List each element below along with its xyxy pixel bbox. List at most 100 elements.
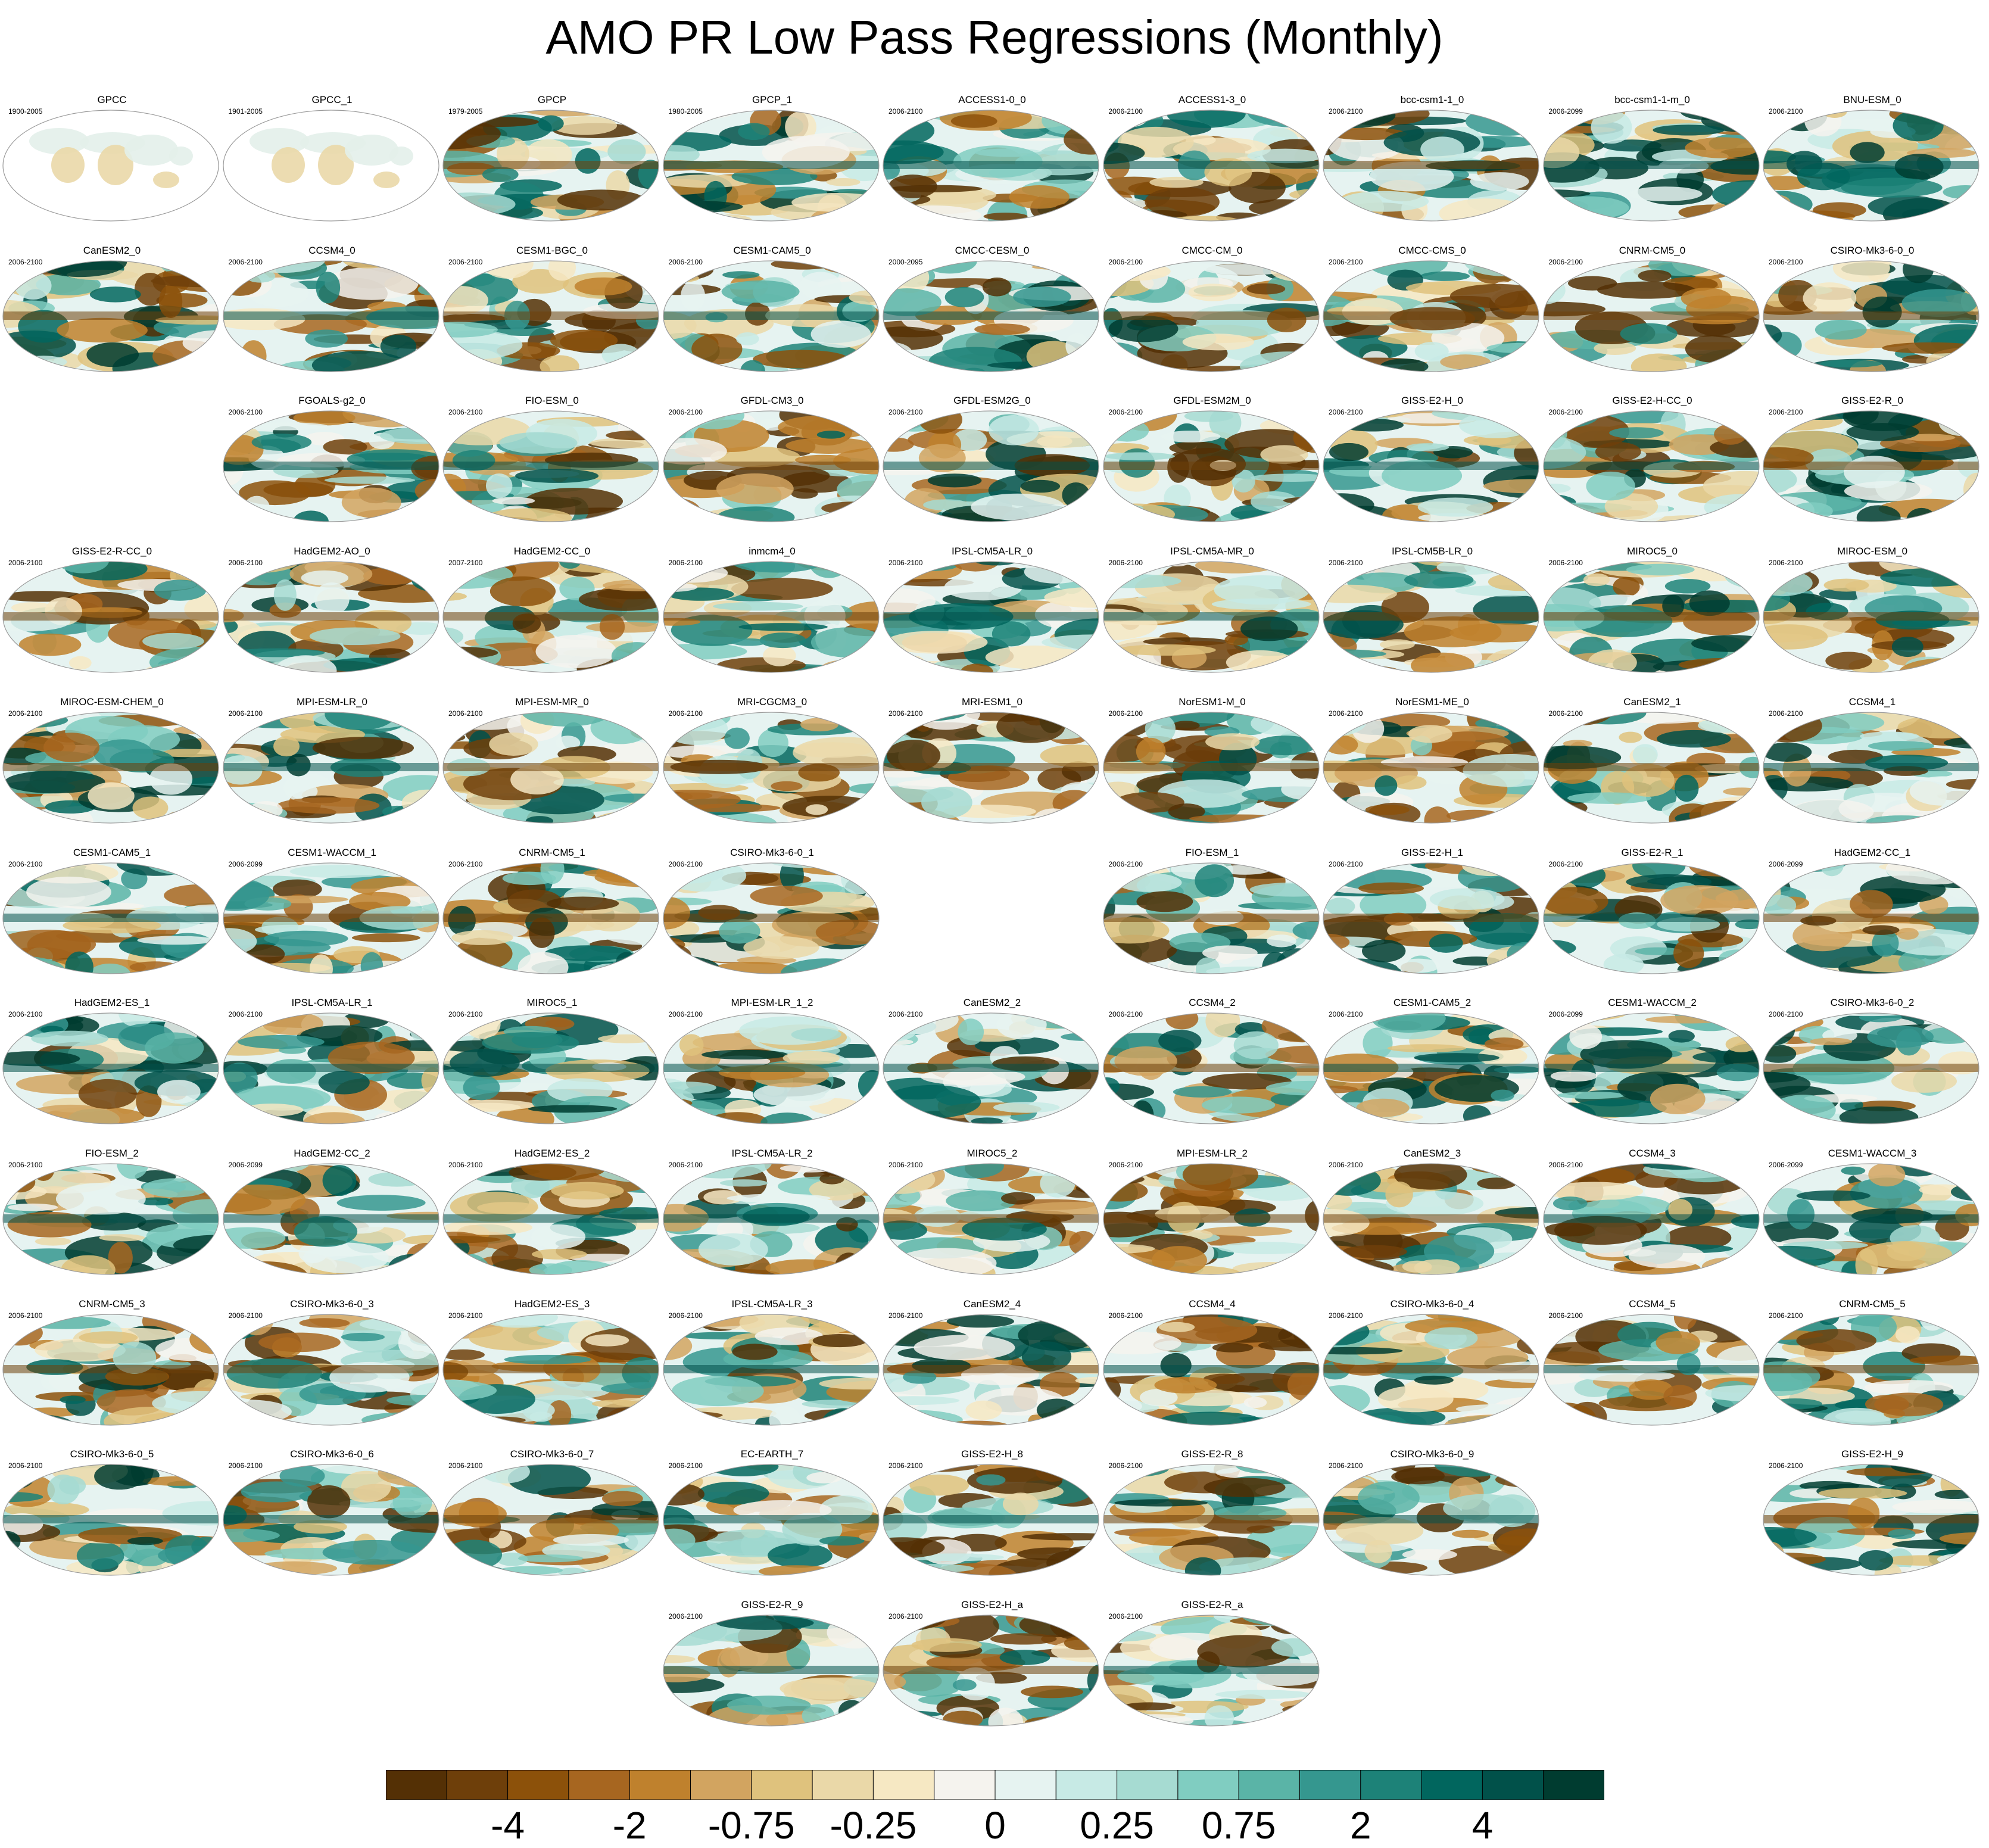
map-panel: GPCP_1 1980-2005 (662, 94, 882, 248)
regression-map (442, 1464, 659, 1576)
map-panel: MPI-ESM-LR_0 2006-2100 (222, 696, 442, 850)
map-panel: CNRM-CM5_0 2006-2100 (1542, 244, 1762, 398)
map-panel: CESM1-CAM5_1 2006-2100 (2, 847, 222, 1001)
panel-period: 2006-2100 (1769, 408, 1803, 417)
map-panel: GISS-E2-H_8 2006-2100 (883, 1448, 1102, 1602)
panel-model-name: HadGEM2-AO_0 (294, 546, 370, 557)
map-panel: CSIRO-Mk3-6-0_0 2006-2100 (1763, 245, 1982, 398)
regression-map (1323, 1012, 1539, 1124)
panel-period: 2006-2100 (668, 859, 703, 868)
panel-period: 2006-2100 (1329, 559, 1363, 568)
panel-model-name: inmcm4_0 (749, 546, 796, 557)
map-panel: FIO-ESM_1 2006-2100 (1102, 847, 1322, 1001)
panel-period: 2006-2100 (228, 1010, 263, 1019)
panel-model-name: CSIRO-Mk3-6-0_9 (1390, 1448, 1474, 1460)
panel-period: 2006-2100 (1329, 107, 1363, 116)
panel-period: 2006-2100 (888, 1612, 923, 1620)
regression-map (1102, 1012, 1320, 1124)
regression-map (662, 1163, 880, 1275)
panel-period: 2006-2100 (668, 709, 703, 718)
regression-map (2, 1012, 219, 1124)
panel-model-name: bcc-csm1-1-m_0 (1614, 94, 1690, 105)
panel-model-name: CSIRO-Mk3-6-0_0 (1830, 244, 1915, 256)
panel-model-name: CCSM4_3 (1629, 1147, 1676, 1159)
panel-model-name: GISS-E2-H-CC_0 (1612, 395, 1692, 407)
panel-period: 2006-2100 (1548, 408, 1583, 417)
panel-model-name: MPI-ESM-LR_1_2 (731, 997, 813, 1009)
regression-map (1102, 1163, 1320, 1275)
panel-model-name: BNU-ESM_0 (1843, 94, 1901, 105)
panel-model-name: IPSL-CM5A-MR_0 (1170, 546, 1254, 557)
regression-map (883, 1163, 1099, 1275)
map-panel: GFDL-ESM2G_0 2006-2100 (883, 395, 1102, 549)
regression-map (2, 712, 219, 824)
panel-model-name: CESM1-WACCM_3 (1828, 1147, 1917, 1159)
panel-model-name: CMCC-CMS_0 (1398, 244, 1466, 256)
panel-period: 2006-2100 (1108, 559, 1143, 568)
regression-map (442, 110, 659, 222)
panel-model-name: MRI-ESM1_0 (961, 696, 1023, 708)
panel-period: 2006-2100 (1108, 1160, 1143, 1169)
regression-map (1763, 110, 1979, 222)
map-panel: MRI-CGCM3_0 2006-2100 (662, 696, 882, 850)
colorbar-swatch (1238, 1770, 1300, 1800)
panel-period: 2006-2100 (448, 709, 483, 718)
colorbar-swatch (690, 1770, 752, 1800)
map-panel: MIROC-ESM-CHEM_0 2006-2100 (2, 696, 222, 850)
colorbar-tick-label: -0.75 (707, 1804, 795, 1847)
panel-period: 2006-2100 (228, 559, 263, 568)
regression-map (1323, 260, 1539, 372)
regression-map (1102, 561, 1320, 673)
colorbar-tick-label: -0.25 (830, 1804, 917, 1847)
map-panel: CCSM4_4 2006-2100 (1102, 1298, 1322, 1452)
regression-map (442, 410, 659, 522)
map-panel: GISS-E2-H-CC_0 2006-2100 (1542, 395, 1762, 549)
colorbar-swatch (446, 1770, 509, 1800)
panel-period: 2006-2099 (1769, 859, 1803, 868)
panel-model-name: IPSL-CM5B-LR_0 (1391, 546, 1473, 557)
panel-model-name: FIO-ESM_2 (85, 1147, 139, 1159)
map-panel: MIROC5_2 2006-2100 (883, 1148, 1102, 1301)
map-panel: bcc-csm1-1-m_0 2006-2099 (1542, 94, 1762, 248)
panel-model-name: CCSM4_5 (1629, 1298, 1676, 1310)
map-panel: HadGEM2-CC_2 2006-2099 (222, 1148, 442, 1301)
panel-period: 2006-2100 (668, 1461, 703, 1470)
regression-map (662, 712, 880, 824)
regression-map (1542, 110, 1760, 222)
panel-model-name: HadGEM2-CC_1 (1834, 846, 1911, 858)
map-panel: HadGEM2-AO_0 2006-2100 (222, 546, 442, 699)
panel-model-name: GISS-E2-R_a (1181, 1599, 1243, 1610)
colorbar-swatch (1055, 1770, 1118, 1800)
panel-period: 2006-2100 (1329, 1010, 1363, 1019)
regression-map (662, 1615, 880, 1727)
panel-period: 1979-2005 (448, 107, 483, 116)
panel-period: 2006-2100 (8, 1160, 43, 1169)
panel-period: 2006-2100 (1108, 107, 1143, 116)
map-panel: CSIRO-Mk3-6-0_5 2006-2100 (2, 1448, 222, 1602)
regression-map (1102, 260, 1320, 372)
regression-map (883, 1012, 1099, 1124)
map-panel: MPI-ESM-LR_1_2 2006-2100 (662, 997, 882, 1151)
regression-map (222, 1163, 439, 1275)
panel-model-name: GISS-E2-H_1 (1401, 846, 1463, 858)
panel-model-name: MIROC5_2 (967, 1147, 1018, 1159)
panel-model-name: CCSM4_0 (308, 244, 356, 256)
colorbar-tick-label: 4 (1472, 1804, 1494, 1847)
panel-model-name: IPSL-CM5A-LR_3 (731, 1298, 813, 1310)
panel-model-name: GFDL-ESM2M_0 (1173, 395, 1251, 407)
panel-model-name: CSIRO-Mk3-6-0_3 (290, 1298, 374, 1310)
panel-model-name: CNRM-CM5_0 (1619, 244, 1686, 256)
panel-period: 2006-2100 (668, 408, 703, 417)
panel-period: 2006-2100 (1548, 257, 1583, 266)
panel-model-name: IPSL-CM5A-LR_1 (291, 997, 373, 1009)
map-panel: CCSM4_2 2006-2100 (1102, 997, 1322, 1151)
colorbar-swatch (751, 1770, 813, 1800)
panel-model-name: CanESM2_4 (963, 1298, 1021, 1310)
regression-map (1763, 1313, 1979, 1426)
colorbar-swatch (1360, 1770, 1422, 1800)
panel-model-name: CSIRO-Mk3-6-0_7 (510, 1448, 594, 1460)
regression-map (883, 561, 1099, 673)
panel-period: 2006-2100 (1769, 1010, 1803, 1019)
regression-map (662, 1464, 880, 1576)
panel-model-name: MRI-CGCM3_0 (737, 696, 808, 708)
